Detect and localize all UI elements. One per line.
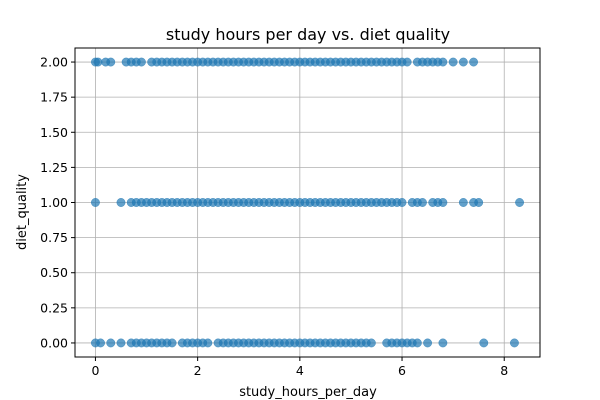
x-axis-label: study_hours_per_day bbox=[239, 385, 377, 400]
data-point bbox=[510, 338, 519, 348]
data-point bbox=[397, 198, 407, 207]
data-point bbox=[96, 338, 105, 348]
data-point bbox=[116, 198, 126, 207]
x-tick-label: 8 bbox=[500, 363, 508, 378]
data-point bbox=[106, 57, 116, 67]
data-point bbox=[438, 57, 448, 67]
x-tick-label: 2 bbox=[194, 363, 202, 378]
data-point bbox=[438, 198, 448, 207]
chart-title: study hours per day vs. diet quality bbox=[166, 25, 450, 44]
data-point bbox=[438, 338, 448, 348]
data-point bbox=[366, 338, 376, 348]
data-point bbox=[203, 338, 213, 348]
data-point bbox=[515, 198, 525, 207]
data-point bbox=[402, 57, 412, 67]
data-point bbox=[116, 338, 126, 348]
data-point bbox=[469, 57, 479, 67]
data-point bbox=[106, 338, 116, 348]
data-point bbox=[423, 338, 433, 348]
data-point bbox=[458, 198, 468, 207]
x-tick-label: 0 bbox=[91, 363, 99, 378]
y-tick-label: 0.00 bbox=[40, 335, 68, 350]
y-tick-label: 2.00 bbox=[40, 55, 68, 70]
y-tick-label: 0.25 bbox=[40, 300, 68, 315]
data-point bbox=[93, 57, 103, 67]
x-tick-label: 4 bbox=[296, 363, 304, 378]
data-point bbox=[458, 57, 468, 67]
data-point bbox=[448, 57, 458, 67]
plot-area: 0 2 4 6 8 0.00 0.25 0.50 0.75 1.00 1.25 1.50 1.75 2.0… bbox=[40, 47, 541, 378]
y-axis-label: diet_quality bbox=[15, 174, 30, 250]
data-points bbox=[90, 57, 525, 348]
y-tick-label: 0.75 bbox=[40, 230, 68, 245]
data-point bbox=[474, 198, 484, 207]
y-tick-label: 0.50 bbox=[40, 265, 68, 280]
y-tick-label: 1.25 bbox=[40, 160, 68, 175]
y-tick-label: 1.75 bbox=[40, 90, 68, 105]
y-tick-label: 1.50 bbox=[40, 125, 68, 140]
y-tick-label: 1.00 bbox=[40, 195, 68, 210]
data-point bbox=[479, 338, 489, 348]
x-tick-label: 6 bbox=[398, 363, 406, 378]
data-point bbox=[136, 57, 146, 67]
data-point bbox=[167, 338, 177, 348]
data-point bbox=[90, 198, 100, 207]
axis-ticks: 0 2 4 6 8 0.00 0.25 0.50 0.75 1.00 1.25 1.50 1.75 2.0… bbox=[40, 55, 508, 378]
data-point bbox=[418, 198, 427, 207]
data-point bbox=[412, 338, 422, 348]
